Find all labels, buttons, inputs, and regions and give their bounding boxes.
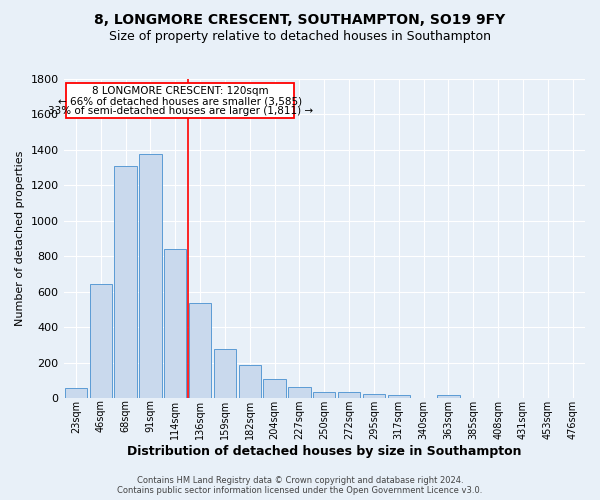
Text: 33% of semi-detached houses are larger (1,811) →: 33% of semi-detached houses are larger (… <box>47 106 313 116</box>
FancyBboxPatch shape <box>66 83 295 117</box>
Text: 8 LONGMORE CRESCENT: 120sqm: 8 LONGMORE CRESCENT: 120sqm <box>92 86 269 97</box>
Bar <box>189 303 211 398</box>
Text: Size of property relative to detached houses in Southampton: Size of property relative to detached ho… <box>109 30 491 43</box>
Bar <box>89 284 112 398</box>
Text: 8, LONGMORE CRESCENT, SOUTHAMPTON, SO19 9FY: 8, LONGMORE CRESCENT, SOUTHAMPTON, SO19 … <box>94 12 506 26</box>
Bar <box>263 380 286 398</box>
Text: Contains HM Land Registry data © Crown copyright and database right 2024.: Contains HM Land Registry data © Crown c… <box>137 476 463 485</box>
Bar <box>239 366 261 398</box>
Text: Contains public sector information licensed under the Open Government Licence v3: Contains public sector information licen… <box>118 486 482 495</box>
Y-axis label: Number of detached properties: Number of detached properties <box>15 151 25 326</box>
Bar <box>338 392 360 398</box>
Bar <box>164 249 187 398</box>
X-axis label: Distribution of detached houses by size in Southampton: Distribution of detached houses by size … <box>127 444 521 458</box>
Bar <box>65 388 87 398</box>
Bar <box>437 396 460 398</box>
Bar <box>115 166 137 398</box>
Text: ← 66% of detached houses are smaller (3,585): ← 66% of detached houses are smaller (3,… <box>58 96 302 106</box>
Bar <box>363 394 385 398</box>
Bar <box>214 350 236 398</box>
Bar <box>388 396 410 398</box>
Bar <box>313 392 335 398</box>
Bar <box>288 386 311 398</box>
Bar <box>139 154 161 398</box>
